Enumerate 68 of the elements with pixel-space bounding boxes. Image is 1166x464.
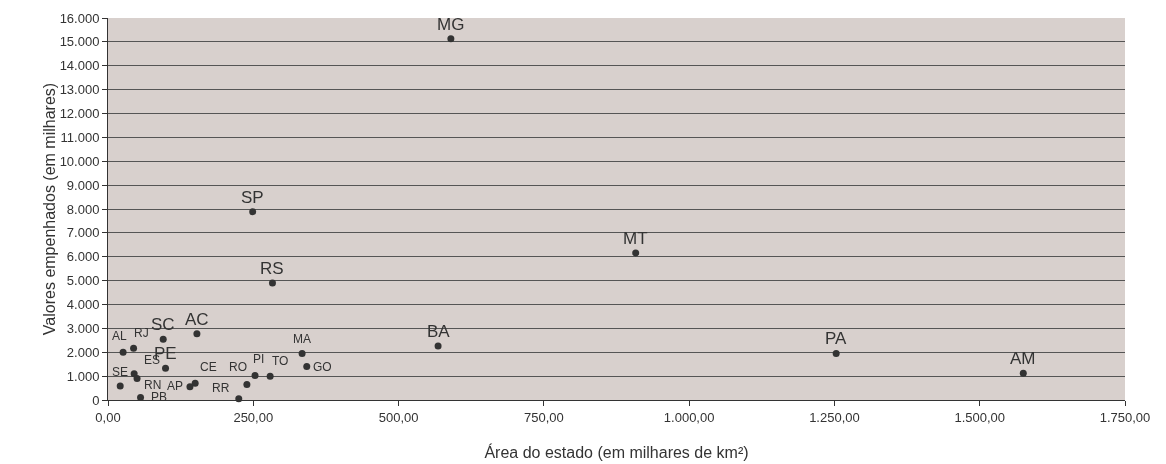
annotation: AM [1010,349,1036,368]
y-tick-label: 12.000 [59,106,100,122]
x-tick-label: 0,00 [95,409,121,425]
annotation: AC [185,310,209,329]
annotation: PI [253,352,265,366]
annotation: SE [112,365,129,379]
point [133,375,141,383]
point [1019,369,1027,377]
y-tick-label: 0 [92,392,100,408]
x-tick-label: 500,00 [378,409,419,425]
x-tick-label: 1.750,00 [1099,409,1151,425]
x-tick-label: 1.000,00 [663,409,715,425]
x-tick-label: 1.250,00 [809,409,860,425]
y-tick-label: 2.000 [66,344,100,360]
annotation: TO [272,354,289,368]
annotation: GO [313,360,332,374]
annotation: PA [825,329,848,348]
point [298,349,306,357]
y-tick-label: 13.000 [59,82,100,98]
y-tick-label: 16.000 [59,10,100,26]
annotation: MT [623,229,648,248]
point [249,208,257,216]
point [235,395,243,403]
point [632,249,640,257]
x-tick-label: 750,00 [523,409,564,425]
annotation: CE [200,360,217,374]
point [447,35,455,43]
point [268,279,276,287]
point [251,371,259,379]
point [266,372,274,380]
point [832,349,840,357]
point [186,383,194,391]
annotation: RS [260,259,284,278]
y-tick-label: 10.000 [59,153,100,169]
annotation: RO [229,360,247,374]
point [191,379,199,387]
point [162,364,170,372]
x-tick-label: 1.500,00 [954,409,1006,425]
annotation: RJ [134,326,149,340]
annotation: AL [112,329,127,343]
x-tick-label: 250,00 [233,409,274,425]
annotation: RR [212,381,230,395]
point [303,363,311,371]
annotation: MA [293,332,311,346]
y-tick-label: 9.000 [66,177,100,193]
y-tick-label: 8.000 [66,201,100,217]
y-axis-title: Valores empenhados (em milhares) [40,82,58,336]
y-tick-label: 14.000 [59,58,100,74]
point [193,330,201,338]
annotation: SP [241,188,264,207]
y-tick-label: 6.000 [66,249,100,265]
point [130,344,138,352]
y-tick-label: 5.000 [66,273,100,289]
y-tick-label: 7.000 [66,225,100,241]
y-tick-label: 15.000 [59,34,100,50]
y-tick-label: 11.000 [60,129,100,145]
annotation: MG [437,15,465,34]
annotation: AP [167,379,184,393]
x-axis-title: Área do estado (em milhares de km²) [484,443,749,461]
y-tick-label: 1.000 [66,368,100,384]
annotation: RN [144,378,162,392]
point [434,342,442,350]
y-tick-label: 4.000 [66,297,100,313]
point [119,348,127,356]
point [116,382,124,390]
point [243,380,251,388]
y-tick-label: 3.000 [66,320,100,336]
point [159,335,167,343]
